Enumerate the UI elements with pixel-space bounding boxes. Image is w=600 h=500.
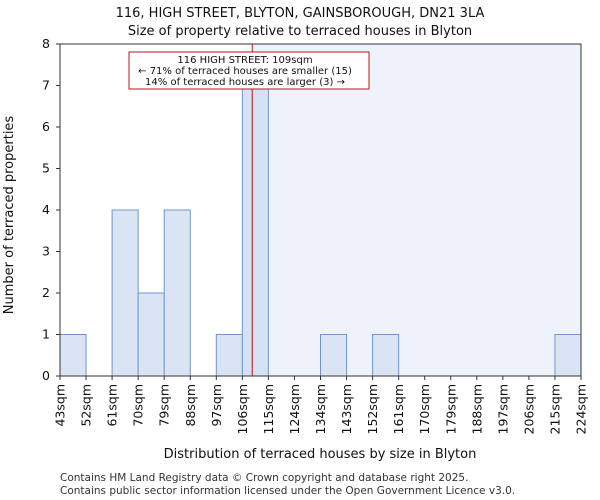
histogram-bar [320,334,348,377]
x-tick-label: 115sqm [261,384,276,434]
x-tick-label: 206sqm [521,384,536,434]
y-tick-label: 2 [42,285,50,300]
x-tick-label: 179sqm [443,384,458,434]
annotation-line: ← 71% of terraced houses are smaller (15… [138,66,352,77]
y-tick-label: 4 [42,202,50,217]
x-tick-label: 188sqm [469,384,484,434]
y-tick-label: 5 [42,161,50,176]
x-tick-label: 224sqm [574,384,589,434]
y-tick-label: 0 [42,368,50,383]
annotation-line: 116 HIGH STREET: 109sqm [177,55,312,66]
footer-line-1: Contains HM Land Registry data © Crown c… [60,472,468,484]
x-tick-label: 88sqm [183,384,198,427]
annotation-line: 14% of terraced houses are larger (3) → [145,77,345,88]
x-tick-label: 43sqm [53,384,68,427]
x-tick-label: 61sqm [105,384,120,427]
histogram-bar [215,334,243,377]
x-tick-label: 134sqm [313,384,328,434]
histogram-bar [241,85,269,377]
x-tick-label: 170sqm [417,384,432,434]
x-tick-label: 106sqm [235,384,250,434]
histogram-bar [59,334,87,377]
y-tick-label: 3 [42,244,50,259]
y-tick-label: 6 [42,119,50,134]
x-tick-label: 97sqm [209,384,224,427]
x-tick-label: 197sqm [495,384,510,434]
y-tick-label: 1 [42,327,50,342]
y-tick-label: 7 [42,78,50,93]
x-tick-label: 70sqm [131,384,146,427]
x-tick-label: 161sqm [391,384,406,434]
histogram-bar [554,334,582,377]
plot-area: 0 1 2 3 4 5 6 7 8 43sqm 52sqm 61sqm 70sqm 79sqm 88sqm 9… [42,36,588,434]
x-axis-title: Distribution of terraced houses by size … [164,447,477,462]
histogram-bar [372,334,400,377]
chart-title: 116, HIGH STREET, BLYTON, GAINSBOROUGH, … [116,6,485,21]
x-tick-label: 143sqm [339,384,354,434]
x-tick-label: 215sqm [547,384,562,434]
footer-line-2: Contains public sector information licen… [60,485,515,497]
y-tick-label: 8 [42,36,50,51]
x-tick-label: 52sqm [79,384,94,427]
x-tick-label: 152sqm [365,384,380,434]
x-tick-label: 124sqm [287,384,302,434]
histogram-bar [137,292,165,377]
x-tick-label: 79sqm [157,384,172,427]
annotation-box [128,51,370,90]
chart-subtitle: Size of property relative to terraced ho… [128,24,472,39]
y-axis-title: Number of terraced properties [2,116,17,315]
histogram-bar [111,209,139,377]
histogram-bar [163,209,191,377]
larger-region-shade [252,44,581,376]
